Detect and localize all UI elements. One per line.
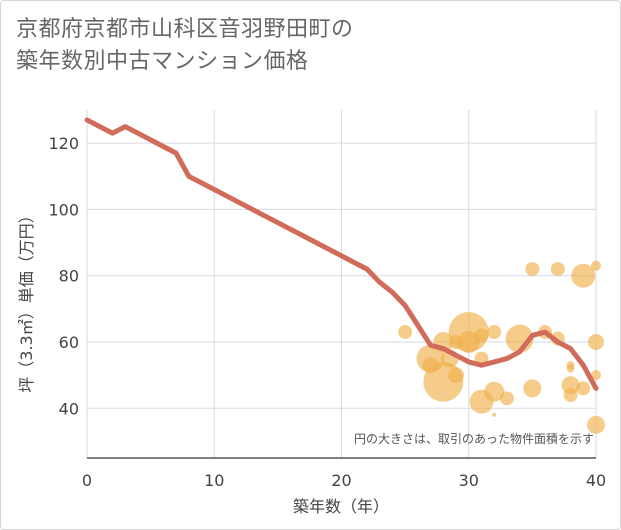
y-tick-label: 120 <box>48 134 79 153</box>
x-axis-title: 築年数（年） <box>293 497 389 516</box>
x-tick-label: 20 <box>331 471 351 490</box>
y-tick-label: 80 <box>59 267 79 286</box>
bubble-point <box>576 381 591 396</box>
bubble-point <box>563 388 578 403</box>
x-tick-label: 0 <box>82 471 92 490</box>
bubble-point <box>591 260 601 271</box>
axes: 0 10 20 30 40 40 60 80 100 120 <box>48 134 606 490</box>
bubble-point <box>571 263 596 288</box>
y-tick-label: 100 <box>48 200 79 219</box>
trend-line <box>84 117 599 391</box>
grid-lines <box>86 110 597 458</box>
bubble-series <box>398 260 605 434</box>
bubble-point <box>588 334 604 350</box>
bubble-point <box>398 325 413 340</box>
bubble-point <box>487 325 502 340</box>
chart-title-line1: 京都府京都市山科区音羽野田町の <box>16 17 354 42</box>
chart-title: 京都府京都市山科区音羽野田町の 築年数別中古マンション価格 <box>16 14 606 78</box>
bubble-point <box>499 391 514 406</box>
bubble-point <box>448 367 465 384</box>
bubble-point <box>566 364 575 373</box>
bubble-point <box>523 379 542 398</box>
y-tick-label: 40 <box>59 399 79 418</box>
bubble-size-note: 円の大きさは、取引のあった物件面積を示す <box>354 431 594 446</box>
bubble-point <box>484 381 505 402</box>
x-tick-label: 40 <box>586 471 606 490</box>
bubble-point <box>492 412 497 417</box>
bubble-point <box>587 415 605 434</box>
bubble-point <box>550 262 565 277</box>
bubble-point <box>457 331 480 353</box>
bubble-point <box>474 328 489 343</box>
bubble-point <box>525 262 540 277</box>
x-tick-label: 10 <box>204 471 224 490</box>
y-tick-label: 60 <box>59 333 79 352</box>
trend-line-group <box>84 117 599 391</box>
bubble-point <box>561 376 580 395</box>
y-axis-title: 坪（3.3㎡）単価（万円） <box>17 207 36 392</box>
chart-title-line2: 築年数別中古マンション価格 <box>16 49 309 74</box>
x-tick-label: 30 <box>459 471 479 490</box>
bubble-point <box>591 370 601 381</box>
